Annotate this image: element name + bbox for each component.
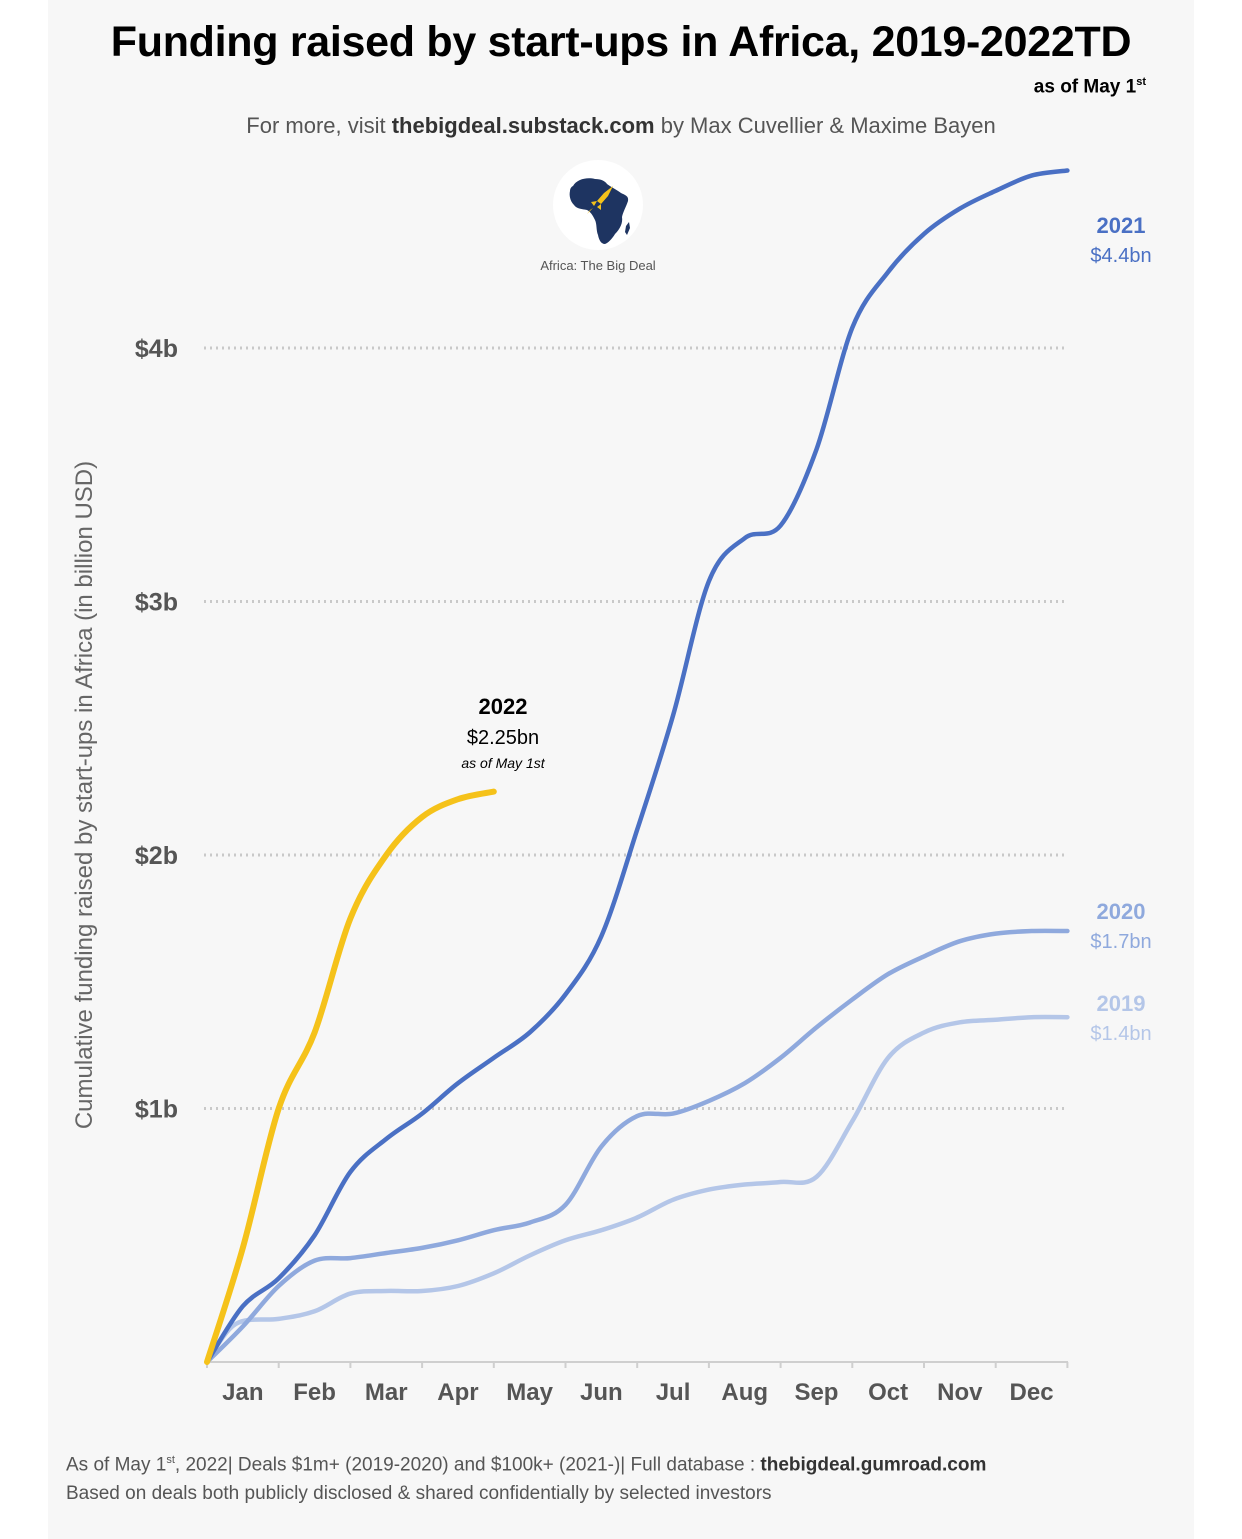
chart-title: Funding raised by start-ups in Africa, 2…: [110, 18, 1132, 66]
footer-line-2: Based on deals both publicly disclosed &…: [66, 1483, 772, 1505]
y-tick-label: $4b: [135, 335, 178, 363]
subtitle: For more, visit thebigdeal.substack.com …: [48, 113, 1194, 139]
y-axis-label: Cumulative funding raised by start-ups i…: [71, 460, 98, 1130]
y-tick-label: $3b: [135, 589, 178, 617]
series-layer: [204, 168, 1070, 1365]
africa-rocket-icon: [553, 160, 643, 250]
series-name-label: 2020: [1097, 899, 1146, 924]
madagascar-shape: [625, 222, 630, 235]
subtitle-post: by Max Cuvellier & Maxime Bayen: [654, 113, 996, 138]
series-name-label: 2019: [1097, 991, 1146, 1016]
x-tick-label: Apr: [437, 1379, 478, 1406]
x-tick-label: Dec: [1010, 1379, 1054, 1406]
series-line-2020: [204, 928, 1070, 1365]
x-tick-label: Jan: [222, 1379, 263, 1406]
y-tick-label: $2b: [135, 842, 178, 870]
x-tick-label: Nov: [937, 1379, 983, 1406]
tick-layer: $1b $2b $3b $4b Jan Feb Mar Apr May Jun Jul Aug Sep O…: [135, 335, 1069, 1406]
x-tick-label: May: [506, 1379, 553, 1406]
x-tick-label: Jun: [580, 1379, 623, 1406]
as-of-text: as of May 1: [1033, 76, 1137, 98]
x-tick-label: Feb: [293, 1379, 336, 1406]
x-tick-label: Sep: [794, 1379, 838, 1406]
y-tick-label: $1b: [135, 1096, 178, 1124]
footer-notes: As of May 1st, 2022| Deals $1m+ (2019-20…: [66, 1446, 986, 1508]
series-total-label: $4.4bn: [1090, 245, 1151, 267]
footer-date-sup: st: [166, 1454, 175, 1466]
series-total-label: $2.25bn: [467, 727, 539, 749]
rocket-shape: [587, 186, 613, 214]
as-of-sup: st: [1136, 76, 1146, 88]
gumroad-link[interactable]: thebigdeal.gumroad.com: [760, 1454, 987, 1476]
footer-deals: , 2022| Deals $1m+ (2019-2020) and $100k…: [174, 1454, 761, 1476]
substack-link[interactable]: thebigdeal.substack.com: [391, 113, 655, 138]
series-name-label: 2021: [1097, 213, 1146, 238]
series-line-2019: [204, 1014, 1070, 1365]
series-total-label: $1.7bn: [1090, 931, 1151, 953]
series-note-label: as of May 1st: [461, 755, 545, 771]
footer-line-1: As of May 1st, 2022| Deals $1m+ (2019-20…: [66, 1446, 986, 1479]
x-tick-label: Mar: [365, 1379, 408, 1406]
series-line-2022: [204, 788, 497, 1365]
series-name-label: 2022: [479, 694, 528, 719]
logo-caption: Africa: The Big Deal: [540, 258, 656, 273]
x-tick-label: Jul: [656, 1379, 691, 1406]
footer-date: As of May 1: [66, 1454, 167, 1476]
chart-panel: [48, 0, 1194, 1539]
x-tick-label: Oct: [868, 1379, 908, 1406]
x-tick-label: Aug: [721, 1379, 768, 1406]
label-layer: 2019 $1.4bn 2020 $1.7bn 2021 $4.4bn 2022 $2.25b…: [461, 213, 1151, 1045]
grid-layer: [204, 346, 1068, 1110]
as-of-date: as of May 1st: [1000, 76, 1146, 98]
series-line-2021: [204, 168, 1070, 1365]
africa-map-shape: [569, 178, 629, 244]
series-total-label: $1.4bn: [1090, 1023, 1151, 1045]
subtitle-pre: For more, visit: [246, 113, 392, 138]
